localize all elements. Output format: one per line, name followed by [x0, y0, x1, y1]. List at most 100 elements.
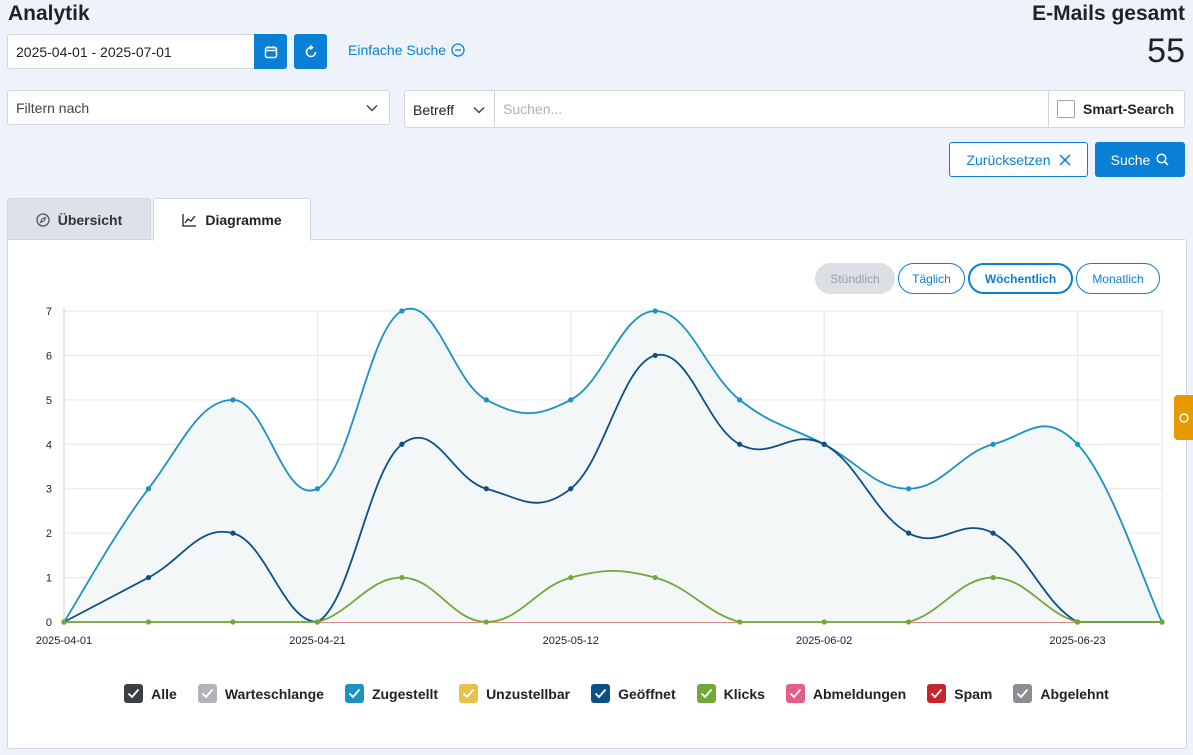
legend-item[interactable]: Warteschlange	[197, 684, 324, 703]
search-icon	[1178, 412, 1189, 423]
legend-checkbox[interactable]	[785, 684, 805, 703]
data-point-zugestellt	[737, 397, 743, 403]
data-point-klicks	[230, 619, 236, 625]
legend-checkbox[interactable]	[344, 684, 364, 703]
simple-search-link[interactable]: Einfache Suche	[348, 42, 465, 58]
tab-overview[interactable]: Übersicht	[7, 198, 151, 240]
calendar-icon	[264, 45, 277, 58]
page-title: Analytik	[8, 2, 90, 25]
y-tick-label: 3	[46, 484, 52, 496]
refresh-button[interactable]	[294, 34, 327, 69]
filter-select[interactable]: Filtern nach	[7, 90, 390, 125]
legend-checkbox[interactable]	[696, 684, 716, 703]
check-icon	[700, 688, 712, 699]
minus-circle-icon	[451, 43, 465, 57]
date-range-input[interactable]: 2025-04-01 - 2025-07-01	[7, 34, 255, 69]
period-daily-button[interactable]: Täglich	[898, 263, 965, 294]
data-point-klicks	[61, 619, 67, 625]
legend-item[interactable]: Spam	[927, 684, 992, 703]
data-point-klicks	[652, 574, 658, 581]
legend-checkbox[interactable]	[124, 684, 144, 703]
data-point-klicks	[737, 619, 743, 625]
smart-search-toggle[interactable]: Smart-Search	[1048, 91, 1184, 127]
legend-label: Abmeldungen	[812, 685, 907, 702]
data-point-klicks	[314, 619, 320, 625]
search-icon	[1156, 153, 1169, 166]
check-icon	[201, 688, 214, 699]
legend-item[interactable]: Geöffnet	[591, 684, 676, 703]
data-point-klicks	[399, 574, 405, 581]
chart-line-icon	[182, 214, 197, 227]
y-tick-label: 2	[46, 528, 52, 540]
data-point-zugestellt	[483, 397, 489, 403]
reset-button[interactable]: Zurücksetzen	[949, 142, 1088, 177]
legend-item[interactable]: Abgelehnt	[1013, 684, 1109, 703]
check-icon	[789, 688, 802, 699]
search-label: Suche	[1110, 151, 1151, 168]
data-point-zugestellt	[230, 397, 236, 403]
search-button[interactable]: Suche	[1095, 142, 1185, 177]
x-tick-label: 2025-06-02	[796, 635, 852, 647]
series-area-zugestellt	[64, 308, 1162, 622]
legend-checkbox[interactable]	[1013, 684, 1033, 703]
legend-item[interactable]: Abmeldungen	[785, 684, 907, 703]
x-tick-label: 2025-04-01	[36, 635, 92, 647]
data-point-klicks	[906, 619, 912, 625]
data-point-zugestellt	[399, 308, 405, 314]
data-point-klicks	[568, 574, 574, 581]
tab-charts-label: Diagramme	[205, 212, 282, 228]
data-point-geffnet	[568, 486, 574, 492]
close-icon	[1058, 153, 1071, 166]
data-point-zugestellt	[652, 308, 658, 314]
data-point-zugestellt	[314, 486, 320, 492]
y-tick-label: 4	[46, 439, 52, 451]
legend-checkbox[interactable]	[197, 684, 217, 703]
calendar-button[interactable]	[254, 34, 287, 69]
data-point-geffnet	[737, 441, 743, 447]
data-point-zugestellt	[990, 441, 996, 447]
data-point-zugestellt	[1074, 441, 1081, 447]
data-point-geffnet	[652, 352, 658, 359]
chart-legend: Alle Warteschlange Zugestellt Unzustellbar G…	[0, 684, 1193, 703]
y-tick-label: 5	[46, 395, 52, 407]
data-point-geffnet	[990, 530, 996, 536]
data-point-klicks	[145, 619, 152, 625]
tab-charts[interactable]: Diagramme	[153, 198, 311, 241]
legend-item[interactable]: Alle	[124, 684, 177, 703]
y-tick-label: 1	[46, 573, 52, 585]
search-input[interactable]	[495, 91, 1048, 127]
legend-item[interactable]: Unzustellbar	[459, 684, 570, 703]
x-tick-label: 2025-05-12	[543, 635, 599, 647]
legend-label: Spam	[954, 685, 993, 702]
reset-label: Zurücksetzen	[966, 151, 1051, 168]
search-group: Betreff Smart-Search	[404, 90, 1185, 128]
legend-item[interactable]: Zugestellt	[344, 684, 438, 703]
legend-label: Abgelehnt	[1040, 685, 1109, 702]
y-tick-label: 7	[46, 306, 52, 318]
data-point-geffnet	[230, 530, 236, 536]
data-point-klicks	[483, 619, 489, 625]
search-field-select[interactable]: Betreff	[405, 91, 495, 127]
legend-checkbox[interactable]	[459, 684, 479, 703]
legend-item[interactable]: Klicks	[696, 684, 765, 703]
check-icon	[594, 688, 607, 699]
period-weekly-button[interactable]: Wöchentlich	[968, 263, 1073, 294]
chevron-down-icon	[366, 104, 378, 112]
period-monthly-button[interactable]: Monatlich	[1076, 263, 1160, 294]
check-icon	[462, 688, 475, 699]
side-tab[interactable]	[1174, 395, 1193, 440]
chevron-down-icon	[473, 106, 485, 114]
legend-label: Unzustellbar	[486, 685, 571, 702]
period-hourly-button[interactable]: Stündlich	[815, 263, 895, 294]
data-point-klicks	[1074, 619, 1081, 625]
legend-label: Geöffnet	[618, 685, 676, 702]
legend-checkbox[interactable]	[927, 684, 947, 703]
filter-select-label: Filtern nach	[16, 100, 90, 116]
check-icon	[931, 688, 943, 699]
check-icon	[348, 688, 361, 699]
simple-search-label: Einfache Suche	[348, 42, 447, 58]
y-tick-label: 0	[46, 617, 52, 629]
legend-checkbox[interactable]	[591, 684, 611, 703]
smart-search-checkbox[interactable]	[1057, 100, 1075, 118]
